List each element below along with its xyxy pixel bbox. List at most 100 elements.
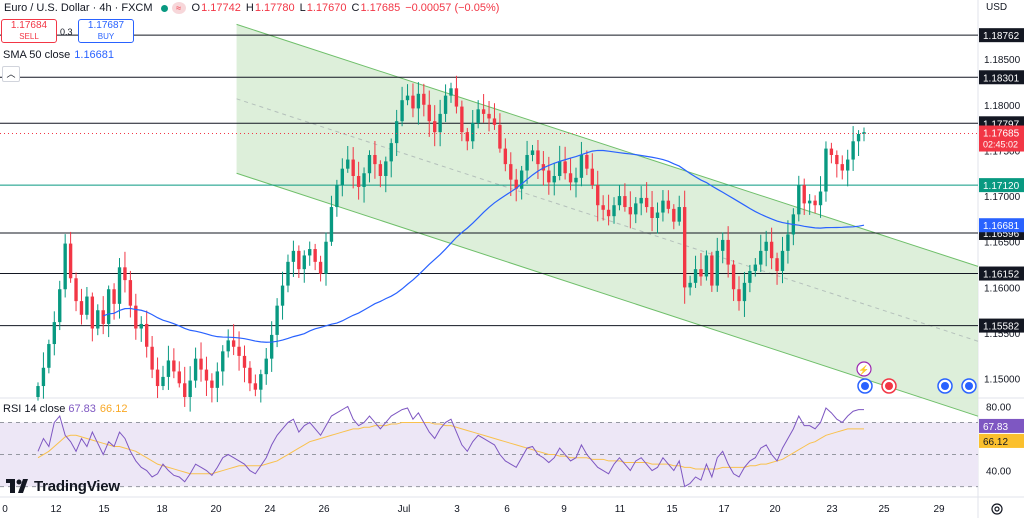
candle-body-54 (329, 207, 334, 242)
candle-body-43 (269, 334, 274, 359)
settings-gear-icon[interactable] (990, 502, 1004, 516)
candle-body-41 (259, 374, 263, 390)
x-tick-16: 25 (878, 504, 890, 515)
event-flag-dot-2 (941, 382, 949, 390)
lightning-event-icon (856, 361, 872, 377)
candle-body-4 (58, 289, 62, 323)
current-price-tag (979, 125, 1024, 152)
candle-body-150 (851, 141, 855, 160)
level-label-0: 1.18762 (983, 31, 1020, 42)
rsi-legend[interactable]: RSI 14 close 67.83 66.12 (3, 403, 127, 415)
candle-body-8 (79, 301, 84, 315)
rsi-y-tick-1: 40.00 (986, 467, 1011, 478)
candle-body-61 (367, 154, 372, 174)
candle-body-110 (634, 203, 638, 215)
symbol-title[interactable]: Euro / U.S. Dollar · 4h · FXCM (4, 2, 153, 14)
candle-body-146 (829, 148, 834, 155)
candle-body-22 (155, 369, 160, 387)
x-tick-14: 20 (769, 504, 781, 515)
candle-body-48 (297, 250, 301, 270)
candle-body-40 (253, 383, 258, 390)
candle-body-135 (769, 241, 774, 259)
candle-body-133 (759, 250, 763, 265)
candle-body-7 (74, 278, 78, 302)
collapse-legend-button[interactable]: ︿ (2, 66, 20, 82)
rsi-value-label: 67.83 (983, 422, 1008, 433)
candle-body-68 (405, 95, 410, 101)
rsi-label: RSI 14 close (3, 403, 66, 415)
rsi-y-tick-0: 80.00 (986, 402, 1011, 413)
candle-body-122 (699, 269, 703, 277)
candle-body-107 (617, 196, 622, 206)
x-tick-3: 18 (156, 504, 168, 515)
candle-body-94 (547, 170, 551, 183)
candle-body-5 (63, 243, 67, 290)
candle-body-85 (498, 124, 502, 149)
rsi-ma-value: 66.12 (99, 403, 128, 415)
level-label-4: 1.16596 (983, 229, 1020, 240)
sell-button[interactable]: 1.17684 SELL (1, 19, 57, 43)
candle-body-26 (177, 371, 181, 384)
x-tick-8: 3 (454, 504, 460, 515)
candle-body-60 (362, 173, 366, 187)
candle-body-75 (443, 95, 448, 114)
candle-body-80 (471, 123, 475, 142)
candle-body-37 (237, 346, 241, 356)
candle-body-112 (644, 197, 649, 208)
regression-channel (236, 24, 979, 417)
level-tag-5 (979, 266, 1024, 281)
x-tick-5: 24 (264, 504, 276, 515)
candle-body-0 (36, 386, 40, 397)
candle-body-53 (324, 241, 328, 274)
candle-body-129 (737, 289, 741, 302)
candle-body-67 (400, 100, 404, 122)
chart-header: Euro / U.S. Dollar · 4h · FXCM ≈ O 1.177… (0, 0, 504, 16)
channel-mid-line (236, 98, 979, 342)
level-tag-1 (979, 70, 1024, 85)
candle-body-98 (568, 173, 573, 183)
candle-body-56 (340, 168, 345, 186)
candle-body-18 (134, 305, 138, 329)
candle-body-86 (503, 148, 508, 165)
candle-body-125 (715, 250, 719, 286)
candle-body-118 (677, 207, 681, 222)
rsi-ma-label: 66.12 (983, 437, 1008, 448)
candle-body-96 (557, 161, 562, 176)
candle-body-102 (590, 168, 594, 186)
low-value: 1.17670 (306, 2, 347, 14)
approx-icon: ≈ (171, 2, 186, 14)
candle-body-64 (384, 161, 388, 176)
candle-body-149 (846, 159, 850, 171)
candle-body-115 (661, 200, 665, 213)
candle-body-32 (210, 380, 214, 388)
level-tag-3 (979, 178, 1024, 193)
candle-body-100 (579, 154, 584, 178)
tradingview-logo-icon (6, 479, 28, 493)
candle-body-39 (248, 367, 252, 384)
candle-body-121 (693, 269, 698, 283)
candle-body-57 (346, 159, 350, 169)
sma-value: 1.16681 (74, 49, 115, 61)
currency-label[interactable]: USD (986, 2, 1008, 13)
candle-body-84 (492, 118, 497, 125)
y-tick-7: 1.15000 (984, 375, 1021, 386)
candle-body-142 (807, 200, 812, 204)
candle-body-58 (351, 159, 355, 176)
candle-body-20 (144, 323, 149, 347)
candle-body-77 (454, 88, 459, 107)
candle-body-104 (601, 205, 605, 210)
candle-body-76 (449, 88, 453, 96)
candle-body-9 (85, 296, 89, 315)
sma-legend[interactable]: SMA 50 close 1.16681 (3, 49, 114, 61)
buy-price: 1.17687 (87, 20, 125, 31)
low-label: L (299, 2, 306, 14)
x-tick-7: Jul (398, 504, 411, 515)
sma-price-label: 1.16681 (983, 221, 1020, 232)
candle-body-143 (813, 200, 817, 206)
candle-body-101 (585, 154, 589, 169)
buy-button[interactable]: 1.17687 BUY (78, 19, 134, 43)
candle-body-105 (606, 209, 611, 217)
sma-price-tag (979, 218, 1024, 233)
candle-body-91 (530, 150, 535, 155)
